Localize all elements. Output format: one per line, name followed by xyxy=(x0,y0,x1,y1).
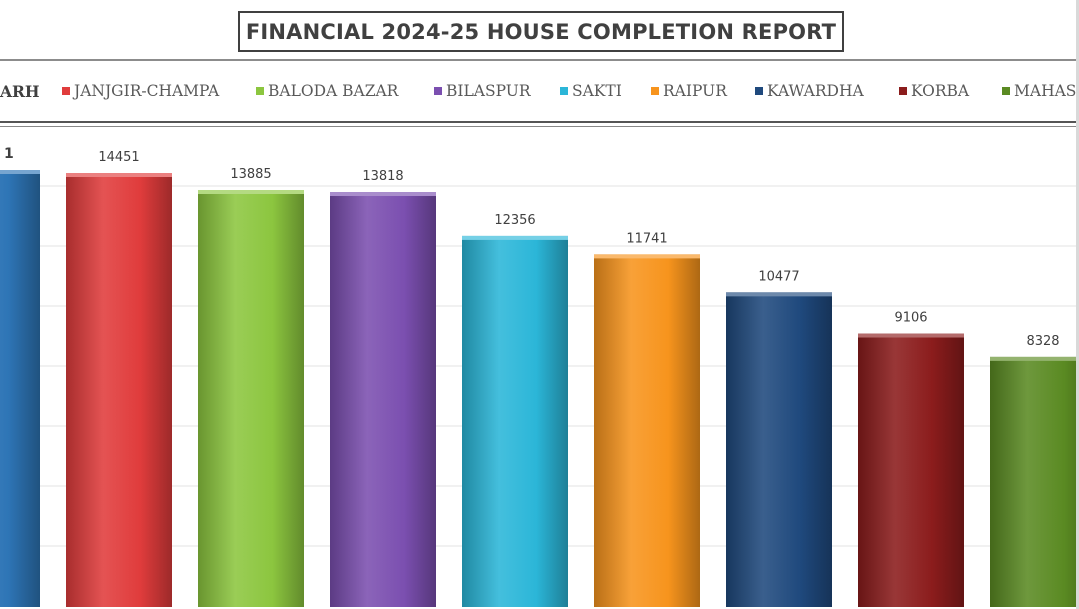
legend-bottom-rule-inner xyxy=(0,126,1076,127)
data-label: 11741 xyxy=(626,231,667,246)
legend-item: KAWARDHA xyxy=(755,82,864,100)
bar-cap xyxy=(726,292,832,297)
legend-label: BALODA BAZAR xyxy=(268,82,399,100)
legend-item: JANJGIR-CHAMPA xyxy=(62,82,219,100)
legend-item: MAHAS xyxy=(1002,82,1076,100)
bar xyxy=(0,170,40,607)
bar-cap xyxy=(594,254,700,259)
data-label: 14451 xyxy=(98,150,139,165)
legend-item: BALODA BAZAR xyxy=(256,82,398,100)
legend-label: SAKTI xyxy=(572,82,622,100)
plot-area: 1 14451 13885 13818 12356 11741 10477 9106 8328 xyxy=(0,146,1076,608)
legend-bottom-rule xyxy=(0,121,1076,123)
data-label: 10477 xyxy=(758,269,799,284)
legend-item: ARH xyxy=(0,82,40,101)
legend-label: BILASPUR xyxy=(446,82,531,100)
legend-label: ARH xyxy=(0,82,40,101)
bar xyxy=(990,356,1076,607)
bar xyxy=(726,292,832,607)
bar-cap xyxy=(66,173,172,177)
legend-top-rule xyxy=(0,59,1076,61)
legend-swatch xyxy=(755,87,763,95)
bar xyxy=(462,235,568,607)
bar-cap xyxy=(0,170,40,174)
bar-cap xyxy=(330,192,436,197)
bar xyxy=(66,173,172,607)
legend-label: JANJGIR-CHAMPA xyxy=(74,82,220,100)
data-label: 12356 xyxy=(494,213,535,228)
bar-cap xyxy=(990,356,1076,361)
legend-label: MAHAS xyxy=(1014,82,1076,100)
bar xyxy=(198,189,304,607)
bar xyxy=(594,254,700,608)
bar xyxy=(330,192,436,607)
legend-item: RAIPUR xyxy=(651,82,727,100)
legend-swatch xyxy=(560,87,568,95)
legend-swatch xyxy=(651,87,659,95)
legend-swatch xyxy=(434,87,442,95)
legend-swatch xyxy=(899,87,907,95)
data-label: 13818 xyxy=(362,169,403,184)
legend-label: KORBA xyxy=(911,82,970,100)
legend-label: RAIPUR xyxy=(663,82,727,100)
data-label: 13885 xyxy=(230,167,271,182)
bar-cap xyxy=(858,333,964,338)
legend-swatch xyxy=(62,87,70,95)
data-label: 1 xyxy=(4,146,14,162)
bar xyxy=(858,333,964,607)
legend-swatch xyxy=(1002,87,1010,95)
bar-cap xyxy=(198,189,304,194)
legend-label: KAWARDHA xyxy=(767,82,864,100)
bar-cap xyxy=(462,235,568,240)
data-label: 9106 xyxy=(894,311,927,326)
legend-item: BILASPUR xyxy=(434,82,531,100)
chart-title: FINANCIAL 2024-25 HOUSE COMPLETION REPOR… xyxy=(238,11,844,52)
legend-item: SAKTI xyxy=(560,82,622,100)
legend-item: KORBA xyxy=(899,82,969,100)
legend-swatch xyxy=(256,87,264,95)
data-label: 8328 xyxy=(1026,334,1059,349)
chart-legend: ARH JANJGIR-CHAMPA BALODA BAZAR BILASPUR SAK… xyxy=(0,76,1076,108)
